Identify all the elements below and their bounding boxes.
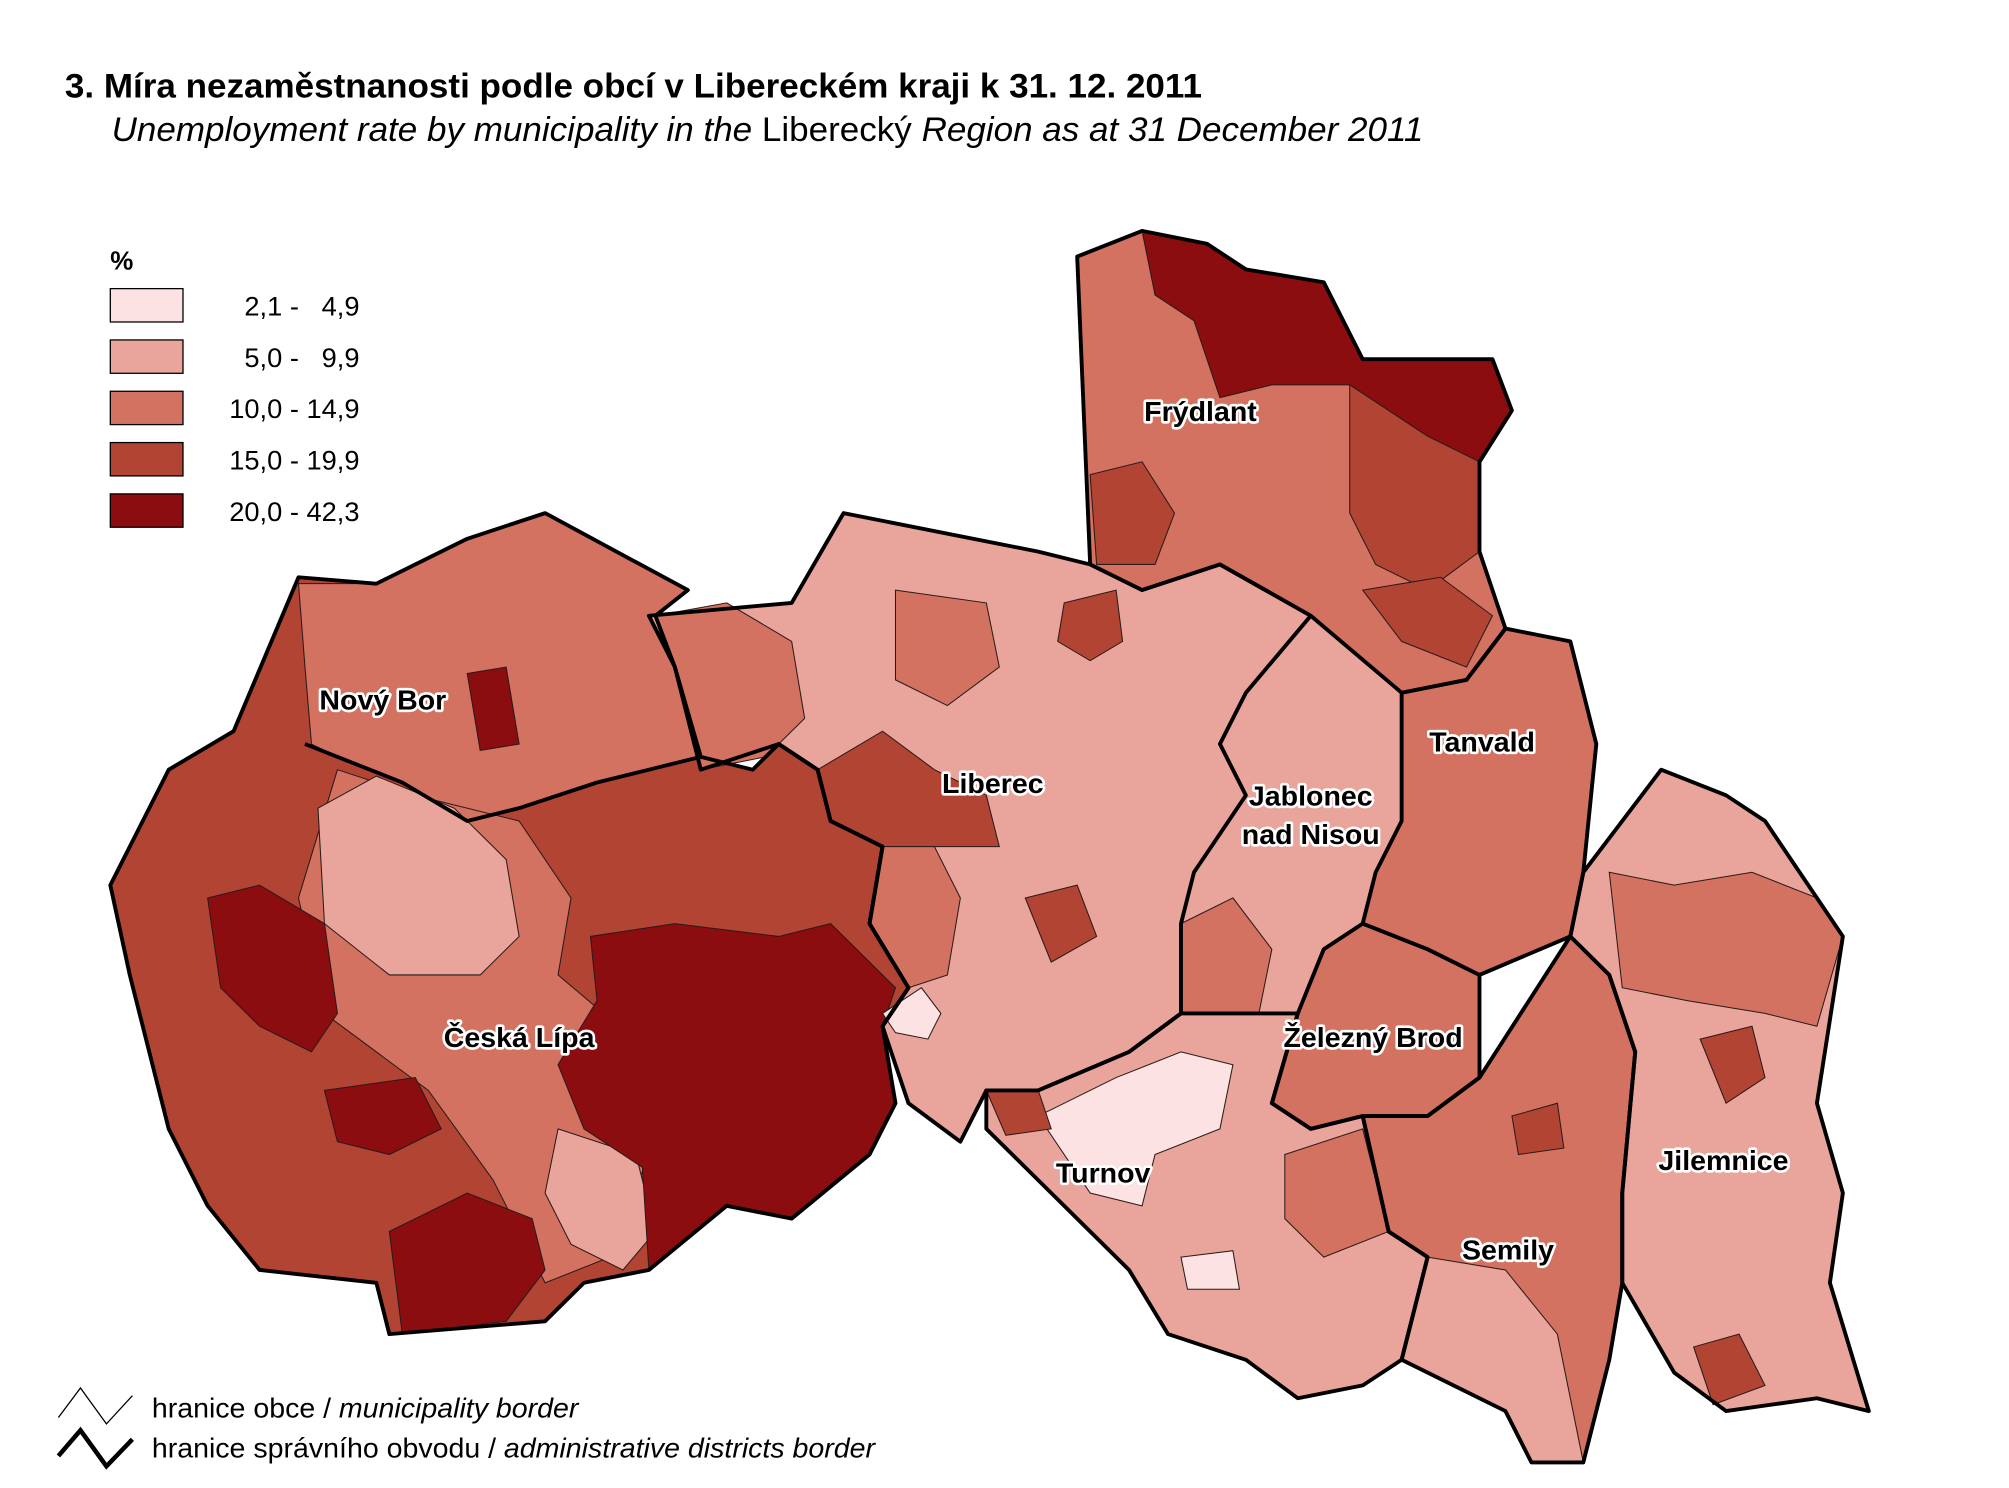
district-label: Železný Brod xyxy=(1283,1022,1462,1054)
district-border xyxy=(1075,228,1514,695)
region xyxy=(207,884,338,1053)
district-label: Tanvald xyxy=(1429,727,1535,759)
title: 3. Míra nezaměstnanosti podle obcí v Lib… xyxy=(65,67,1202,106)
subtitle-part: Region as at 31 December 2011 xyxy=(912,110,1423,149)
district-label: Česká Lípa xyxy=(444,1021,595,1054)
map-sheet: 3. Míra nezaměstnanosti podle obcí v Lib… xyxy=(56,67,1871,1470)
map: Frýdlant Nový Bor Liberec Tanvald Jablon… xyxy=(108,228,1871,1465)
border-legend: hranice obce / municipality border hranic… xyxy=(56,1386,877,1470)
district-label: Jablonec xyxy=(1249,781,1373,813)
district-label: Frýdlant xyxy=(1144,396,1257,428)
subtitle-part: Unemployment rate by municipality in the xyxy=(112,110,762,149)
border-icon xyxy=(56,1426,135,1470)
region xyxy=(1057,589,1124,662)
legend-swatch xyxy=(109,390,184,426)
district-border xyxy=(1360,934,1638,1465)
border-legend-czech: hranice správního obvodu / xyxy=(152,1432,496,1464)
region xyxy=(1349,383,1481,591)
region xyxy=(894,589,1000,707)
region xyxy=(1180,1250,1241,1290)
district-label: Nový Bor xyxy=(319,685,446,717)
legend-unit: % xyxy=(110,248,133,276)
subtitle: Unemployment rate by municipality in the… xyxy=(112,110,1424,149)
region xyxy=(323,1076,442,1156)
region xyxy=(1608,871,1844,1027)
subtitle-part: Liberecký xyxy=(762,110,913,149)
border-legend-czech: hranice obce / xyxy=(152,1393,331,1425)
legend: % 2,1 - 4,9 5,0 - 9,9 10,0 - 14,9 15,0 - 19… xyxy=(109,248,359,528)
district-label: Turnov xyxy=(1056,1158,1151,1190)
district-border xyxy=(1568,767,1871,1414)
legend-label: 15,0 - 19,9 xyxy=(229,445,359,476)
legend-label: 20,0 - 42,3 xyxy=(229,496,359,527)
region xyxy=(1692,1333,1766,1406)
legend-swatch xyxy=(109,287,184,323)
region xyxy=(1089,461,1176,565)
legend-label: 10,0 - 14,9 xyxy=(229,393,359,424)
district-label: Liberec xyxy=(942,768,1044,800)
district-label: Semily xyxy=(1462,1235,1554,1267)
border-icon xyxy=(57,1386,133,1425)
border-legend-english: municipality border xyxy=(339,1393,580,1425)
region xyxy=(317,775,520,976)
region xyxy=(1024,884,1098,963)
region xyxy=(1284,1128,1390,1258)
legend-swatch xyxy=(109,339,184,374)
legend-swatch xyxy=(109,493,184,528)
region xyxy=(466,666,520,752)
region xyxy=(1037,1051,1234,1207)
region xyxy=(1699,1025,1766,1104)
district-label: Jilemnice xyxy=(1658,1145,1788,1177)
region xyxy=(881,987,942,1040)
region xyxy=(1511,1102,1565,1156)
legend-label: 5,0 - 9,9 xyxy=(244,342,359,373)
legend-label: 2,1 - 4,9 xyxy=(244,291,359,322)
district-border xyxy=(304,742,702,823)
legend-swatch xyxy=(109,441,184,477)
border-legend-text: hranice správního obvodu / administrative… xyxy=(152,1432,877,1464)
border-legend-text: hranice obce / municipality border xyxy=(152,1393,580,1425)
border-legend-english: administrative districts border xyxy=(504,1432,877,1464)
district-label: nad Nisou xyxy=(1242,819,1380,851)
region xyxy=(1361,576,1494,668)
